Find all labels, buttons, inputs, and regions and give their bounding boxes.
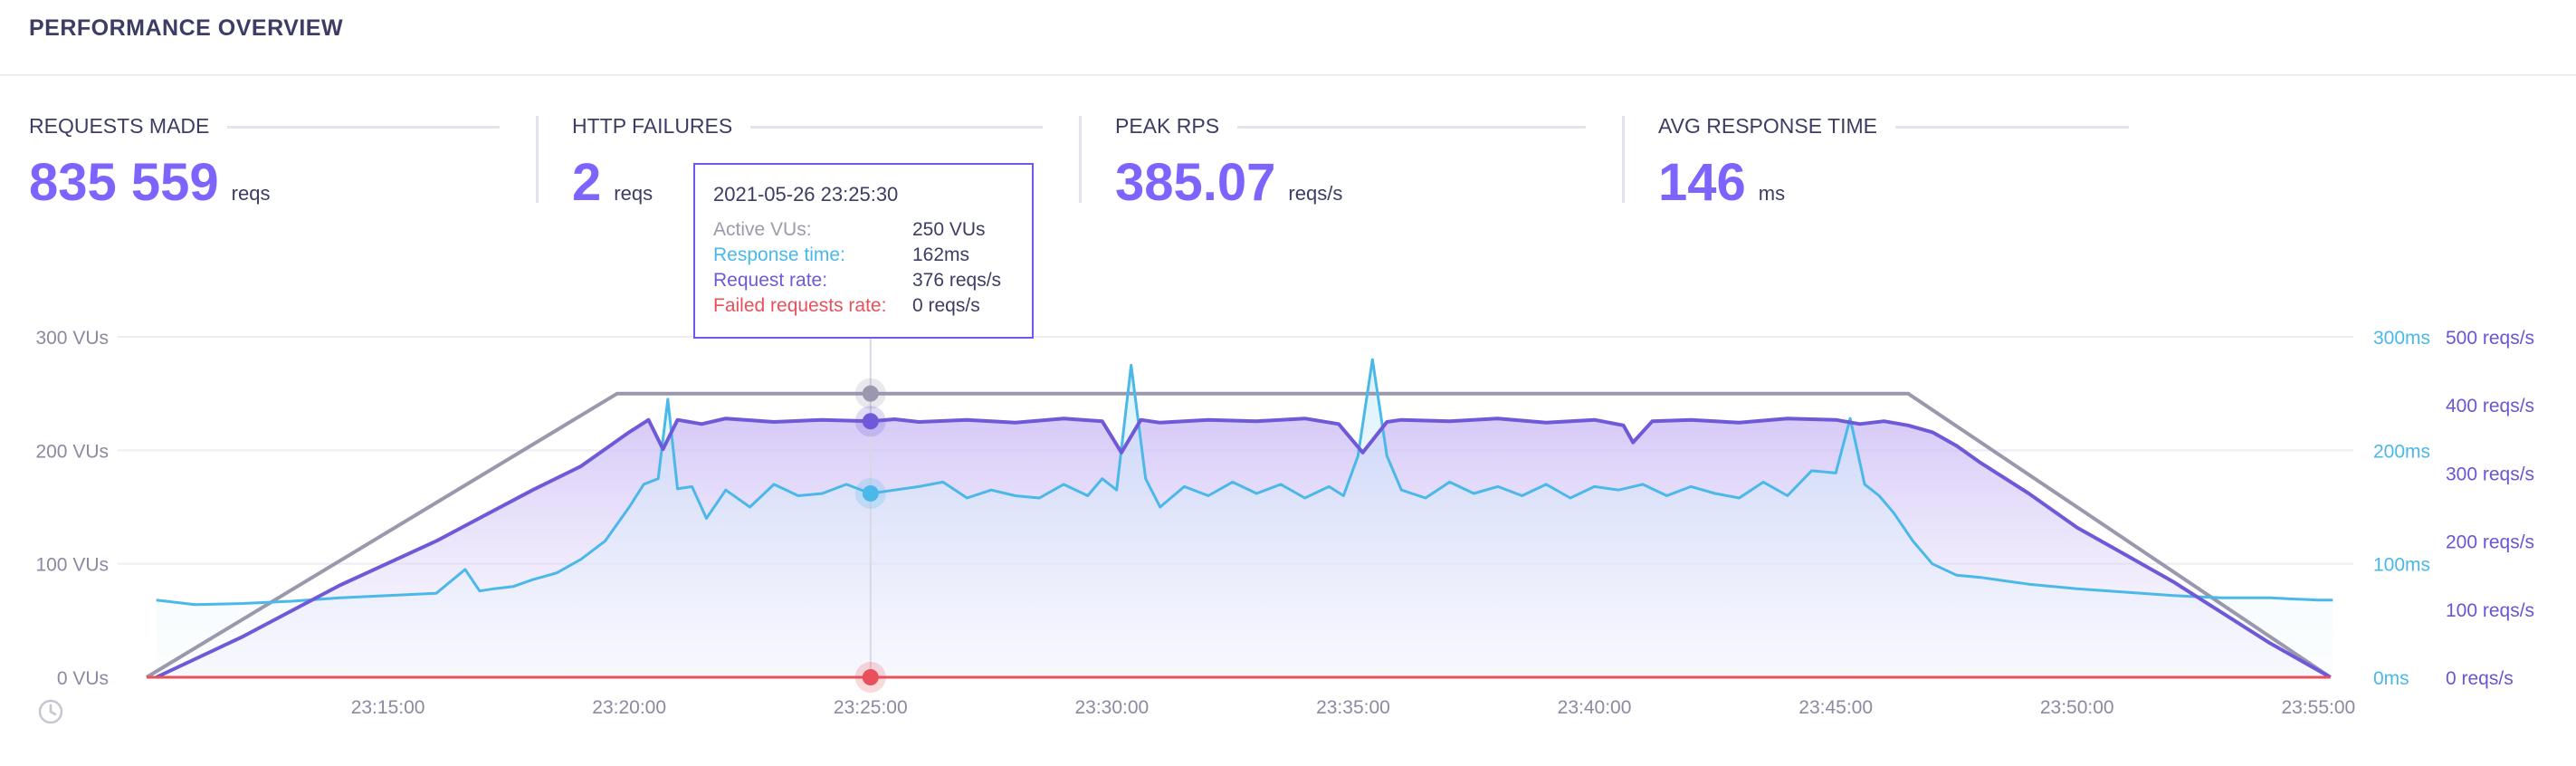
stat-value: 146 ms — [1658, 153, 1786, 212]
tooltip-value: 0 reqs/s — [912, 295, 980, 316]
stat-value: 385.07 reqs/s — [1115, 153, 1343, 212]
x-tick-label: 23:55:00 — [2281, 697, 2355, 718]
y-tick-label-rps: 100 reqs/s — [2446, 600, 2534, 621]
stat-underline — [1115, 126, 1586, 129]
x-tick-label: 23:35:00 — [1316, 697, 1390, 718]
y-tick-label-ms: 0ms — [2373, 668, 2409, 689]
stat-label: AVG RESPONSE TIME — [1658, 114, 1895, 139]
x-tick-label: 23:45:00 — [1798, 697, 1873, 718]
chart-tooltip: 2021-05-26 23:25:30 Active VUs: 250 VUs … — [693, 163, 1034, 339]
tooltip-value: 162ms — [912, 244, 970, 265]
y-tick-label-vus: 300 VUs — [35, 328, 109, 349]
stat-peak-rps: PEAK RPS 385.07 reqs/s — [1115, 109, 1586, 212]
stat-underline — [29, 126, 500, 129]
tooltip-row-failed-rate: Failed requests rate: 0 reqs/s — [713, 295, 1014, 321]
y-tick-label-rps: 200 reqs/s — [2446, 532, 2534, 553]
request-rate-hover-marker — [862, 413, 879, 430]
y-tick-label-ms: 100ms — [2373, 555, 2430, 576]
stat-label: REQUESTS MADE — [29, 114, 228, 139]
tooltip-label: Request rate: — [713, 270, 828, 291]
vus-hover-marker — [862, 385, 879, 402]
tooltip-label: Failed requests rate: — [713, 295, 887, 316]
x-tick-label: 23:30:00 — [1074, 697, 1149, 718]
y-tick-label-rps: 400 reqs/s — [2446, 396, 2534, 417]
tooltip-value: 250 VUs — [912, 219, 986, 240]
y-tick-label-rps: 300 reqs/s — [2446, 464, 2534, 484]
x-tick-label: 23:40:00 — [1558, 697, 1632, 718]
tooltip-row-request-rate: Request rate: 376 reqs/s — [713, 270, 1014, 295]
tooltip-value: 376 reqs/s — [912, 270, 1002, 291]
tooltip-row-response-time: Response time: 162ms — [713, 244, 1014, 270]
panel-header: PERFORMANCE OVERVIEW — [0, 0, 2576, 76]
response-time-line — [156, 358, 2333, 607]
stat-requests-made: REQUESTS MADE 835 559 reqs — [29, 109, 500, 212]
stat-http-failures: HTTP FAILURES 2 reqs — [572, 109, 1043, 212]
tooltip-row-vus: Active VUs: 250 VUs — [713, 219, 1014, 244]
stat-value: 835 559 reqs — [29, 153, 271, 212]
stat-label: HTTP FAILURES — [572, 114, 751, 139]
tooltip-label: Active VUs: — [713, 219, 812, 240]
response-time-hover-marker — [862, 484, 879, 502]
tooltip-date: 2021-05-26 23:25:30 — [713, 183, 899, 206]
page-title: PERFORMANCE OVERVIEW — [29, 15, 344, 41]
failed-hover-marker — [862, 669, 879, 685]
y-tick-label-rps: 500 reqs/s — [2446, 328, 2534, 349]
y-tick-label-vus: 100 VUs — [35, 555, 109, 576]
stat-divider — [1079, 116, 1082, 203]
y-tick-label-vus: 0 VUs — [57, 668, 109, 689]
stat-underline — [572, 126, 1043, 129]
stat-divider — [536, 116, 539, 203]
stat-avg-response-time: AVG RESPONSE TIME 146 ms — [1658, 109, 2129, 212]
request-rate-line — [155, 417, 2332, 679]
stat-divider — [1622, 116, 1625, 203]
clock-icon[interactable] — [36, 697, 65, 726]
tooltip-label: Response time: — [713, 244, 845, 265]
stat-value: 2 reqs — [572, 153, 654, 212]
active-vus-line — [145, 391, 2332, 679]
x-tick-label: 23:50:00 — [2040, 697, 2114, 718]
y-tick-label-ms: 300ms — [2373, 328, 2430, 349]
y-tick-label-ms: 200ms — [2373, 441, 2430, 462]
y-tick-label-rps: 0 reqs/s — [2446, 668, 2514, 689]
x-tick-label: 23:20:00 — [592, 697, 666, 718]
stat-label: PEAK RPS — [1115, 114, 1238, 139]
response-time-area — [156, 359, 2333, 677]
x-tick-label: 23:15:00 — [351, 697, 425, 718]
y-tick-label-vus: 200 VUs — [35, 441, 109, 462]
x-tick-label: 23:25:00 — [834, 697, 908, 718]
